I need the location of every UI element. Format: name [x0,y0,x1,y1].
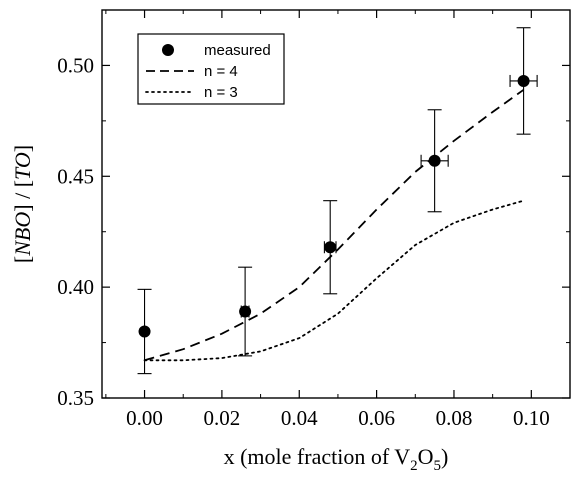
legend: measured n = 4 n = 3 [137,33,285,105]
x-axis-title-part: x (mole fraction of V [224,444,411,469]
x-axis-title-part: 2 [410,458,418,474]
data-point [517,74,530,87]
data-point [239,305,252,318]
x-axis-title: x (mole fraction of V2O5) [224,444,449,474]
legend-label: n = 4 [204,63,238,80]
x-tick-label: 0.00 [126,406,163,430]
series-layer [137,27,538,375]
legend-label: n = 3 [204,84,238,101]
x-tick-label: 0.06 [358,406,395,430]
x-axis-title-part: O [418,444,434,469]
y-tick-label: 0.40 [57,275,94,299]
y-axis-title: [NBO] / [TO] [10,145,35,263]
data-point [138,325,151,338]
data-point [428,154,441,167]
y-axis-title-part: NBO [10,212,35,257]
y-tick-label: 0.50 [57,53,94,77]
x-tick-label: 0.08 [436,406,473,430]
x-tick-label: 0.10 [513,406,550,430]
y-tick-label: 0.35 [57,386,94,410]
axes: 0.00 0.02 0.04 0.06 0.08 0.10 0.35 0.40 0.45 0.50 [57,9,571,430]
y-tick-label: 0.45 [57,164,94,188]
y-axis-title-part: [ [10,256,35,263]
x-axis-title-part: 5 [434,458,442,474]
y-axis-title-part: TO [10,152,35,180]
y-axis-title-part: ] / [ [10,180,35,212]
x-tick-label: 0.04 [281,406,318,430]
y-axis-title-part: ] [10,145,35,152]
plot-frame [101,9,571,399]
data-point-group [238,266,253,357]
data-point [324,241,337,254]
legend-label: measured [204,42,271,59]
data-point-group [323,200,338,295]
legend-marker-measured [162,44,174,56]
data-point-group [420,109,449,213]
data-point-group [137,288,152,375]
x-tick-label: 0.02 [204,406,241,430]
series-n4-line [144,89,525,362]
legend-box [137,33,285,105]
x-axis-title-part: ) [441,444,448,469]
data-point-group [509,27,538,135]
series-n3-line [143,199,525,362]
